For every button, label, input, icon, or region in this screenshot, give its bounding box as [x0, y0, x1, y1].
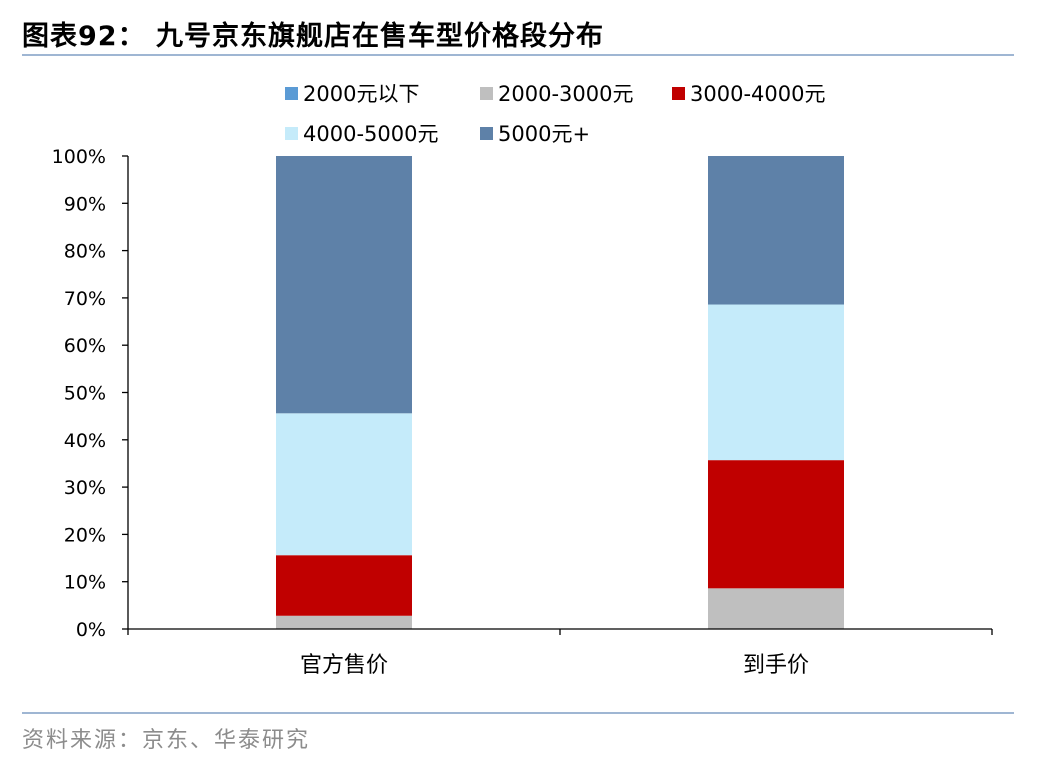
bars-layer — [276, 156, 844, 629]
y-tick-label: 20% — [64, 524, 106, 546]
y-tick-label: 100% — [52, 146, 106, 168]
stacked-bar-chart: 0% 10% 20% 30% 40% 50% 60% 70% 80% 90% 100% 官方售价 到手价… — [52, 82, 993, 678]
bar-segment-2-2 — [708, 588, 844, 629]
source-note: 资料来源：京东、华泰研究 — [22, 728, 311, 753]
y-tick-label: 70% — [64, 288, 106, 310]
legend-label: 2000元以下 — [303, 82, 419, 106]
legend-swatch — [480, 87, 493, 100]
y-tick-label: 0% — [76, 619, 106, 641]
title-divider — [22, 54, 1014, 56]
y-tick-label: 80% — [64, 241, 106, 263]
bar-segment-1-5 — [276, 156, 412, 414]
legend-swatch — [672, 87, 685, 100]
y-tick-label: 30% — [64, 477, 106, 499]
footer-divider — [22, 712, 1014, 714]
y-tick-label: 10% — [64, 572, 106, 594]
bar-segment-1-4 — [276, 413, 412, 556]
legend-label: 4000-5000元 — [303, 122, 438, 146]
x-category-label: 到手价 — [743, 653, 809, 678]
legend-label: 5000元+ — [498, 122, 590, 146]
axes-layer: 0% 10% 20% 30% 40% 50% 60% 70% 80% 90% 100% 官方售价 到手价 — [52, 146, 993, 678]
y-tick-label: 90% — [64, 193, 106, 215]
legend: 2000元以下 2000-3000元 3000-4000元 4000-5000元 500… — [285, 82, 825, 146]
legend-swatch — [285, 127, 298, 140]
bar-segment-1-2 — [276, 615, 412, 629]
y-tick-label: 50% — [64, 383, 106, 405]
bar-segment-1-3 — [276, 555, 412, 616]
bar-segment-2-3 — [708, 460, 844, 589]
x-category-label: 官方售价 — [300, 653, 388, 678]
legend-label: 2000-3000元 — [498, 82, 633, 106]
legend-swatch — [480, 127, 493, 140]
y-tick-label: 60% — [64, 335, 106, 357]
bar-segment-2-4 — [708, 304, 844, 461]
legend-label: 3000-4000元 — [690, 82, 825, 106]
y-tick-label: 40% — [64, 430, 106, 452]
bar-segment-2-5 — [708, 156, 844, 305]
legend-swatch — [285, 87, 298, 100]
figure-title: 图表92： 九号京东旗舰店在售车型价格段分布 — [22, 21, 604, 52]
